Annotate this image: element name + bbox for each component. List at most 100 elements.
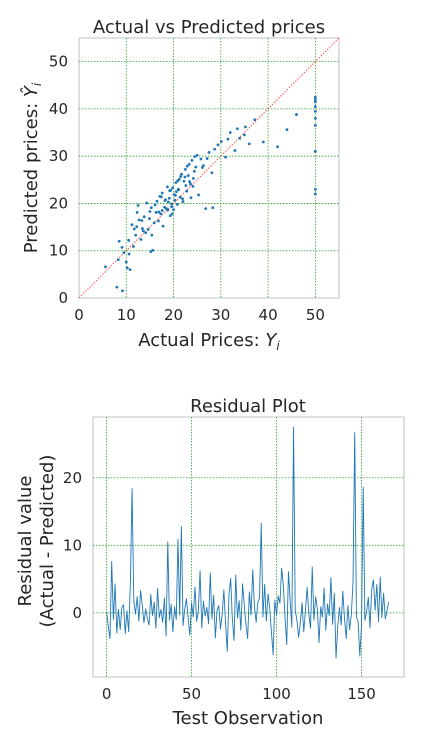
scatter-point xyxy=(175,203,179,206)
scatter-point xyxy=(211,206,215,210)
scatter-point xyxy=(276,145,279,149)
residual-x-axis-label: Test Observation xyxy=(172,708,324,729)
scatter-x-tick-label: 30 xyxy=(211,306,230,324)
scatter-y-tick-label: 50 xyxy=(49,53,68,71)
scatter-point xyxy=(188,180,192,184)
scatter-point xyxy=(122,251,126,255)
scatter-point xyxy=(170,212,174,216)
scatter-point xyxy=(151,248,155,252)
scatter-point xyxy=(193,155,197,159)
scatter-point xyxy=(285,128,289,132)
scatter-point xyxy=(313,192,317,196)
scatter-point xyxy=(170,205,174,209)
residual-y-tick-labels: 0 10 20 xyxy=(63,469,82,622)
scatter-point xyxy=(146,228,150,231)
scatter-point xyxy=(145,201,149,205)
scatter-point xyxy=(172,208,175,212)
scatter-point xyxy=(313,98,317,101)
scatter-point xyxy=(166,185,169,189)
scatter-point xyxy=(174,190,178,194)
scatter-point xyxy=(148,210,152,213)
scatter-point xyxy=(174,194,177,197)
residual-title: Residual Plot xyxy=(190,396,306,417)
scatter-point xyxy=(243,133,246,137)
scatter-point xyxy=(205,157,209,160)
scatter-point xyxy=(313,116,317,120)
scatter-point xyxy=(130,223,134,227)
scatter-point xyxy=(176,179,180,183)
scatter-point xyxy=(173,198,177,202)
scatter-grid xyxy=(79,38,339,298)
scatter-y-axis-label: Predicted prices: Ŷi xyxy=(20,82,44,253)
residual-grid xyxy=(93,417,404,677)
scatter-point xyxy=(185,164,189,168)
scatter-point xyxy=(207,151,211,154)
residual-x-tick-label: 150 xyxy=(347,685,376,703)
residual-series-line xyxy=(106,426,390,659)
scatter-point xyxy=(131,245,135,248)
scatter-point xyxy=(139,237,143,241)
scatter-x-tick-label: 50 xyxy=(306,306,325,324)
scatter-point xyxy=(140,227,144,230)
scatter-point xyxy=(181,197,184,201)
scatter-x-tick-label: 0 xyxy=(74,306,84,324)
scatter-point xyxy=(189,196,193,200)
scatter-point xyxy=(170,202,174,206)
scatter-point xyxy=(140,219,144,222)
scatter-point xyxy=(183,168,187,171)
scatter-point xyxy=(124,260,128,264)
scatter-point xyxy=(313,95,317,99)
scatter-point xyxy=(210,171,214,175)
scatter-x-tick-label: 40 xyxy=(259,306,278,324)
residual-chart: Residual Plot 0 50 100 150 0 10 20 Test Obser… xyxy=(15,396,405,729)
scatter-point xyxy=(185,189,189,193)
scatter-point xyxy=(191,185,195,188)
scatter-point xyxy=(180,172,183,176)
scatter-point xyxy=(168,189,172,193)
scatter-chart: Actual vs Predicted prices 0 10 20 30 40 50 0… xyxy=(20,17,340,353)
scatter-point xyxy=(157,210,161,214)
scatter-point xyxy=(313,124,317,127)
scatter-point xyxy=(216,143,220,147)
residual-x-tick-label: 50 xyxy=(182,685,201,703)
scatter-point xyxy=(261,140,265,144)
scatter-point xyxy=(168,214,172,218)
scatter-point xyxy=(204,207,208,211)
scatter-y-tick-label: 40 xyxy=(49,100,68,118)
scatter-point xyxy=(135,225,139,229)
scatter-point xyxy=(228,131,232,134)
scatter-point xyxy=(313,150,317,153)
scatter-points xyxy=(104,95,317,293)
scatter-point xyxy=(121,289,124,293)
scatter-point xyxy=(200,166,204,169)
scatter-y-tick-label: 0 xyxy=(58,289,68,307)
scatter-point xyxy=(135,211,139,214)
scatter-y-tick-label: 10 xyxy=(49,242,68,260)
scatter-point xyxy=(166,200,170,204)
scatter-point xyxy=(313,105,317,108)
scatter-point xyxy=(313,109,317,113)
scatter-point xyxy=(213,147,217,151)
residual-x-tick-label: 0 xyxy=(102,685,112,703)
scatter-point xyxy=(160,209,164,212)
scatter-point xyxy=(163,199,167,203)
scatter-point xyxy=(247,142,251,146)
scatter-y-tick-labels: 0 10 20 30 40 50 xyxy=(49,53,68,307)
scatter-point xyxy=(155,199,159,203)
scatter-point xyxy=(197,193,201,197)
scatter-x-tick-label: 20 xyxy=(164,306,183,324)
scatter-point xyxy=(189,182,192,186)
residual-y-tick-label: 0 xyxy=(72,604,82,622)
scatter-point xyxy=(178,195,182,199)
reference-line xyxy=(78,37,340,299)
residual-y-tick-label: 10 xyxy=(63,536,82,554)
scatter-point xyxy=(174,181,178,185)
scatter-point xyxy=(190,159,194,162)
scatter-point xyxy=(128,268,132,272)
scatter-point xyxy=(153,203,157,207)
scatter-point xyxy=(137,218,141,222)
scatter-point xyxy=(182,179,186,183)
scatter-point xyxy=(127,252,131,256)
scatter-point xyxy=(117,239,121,243)
